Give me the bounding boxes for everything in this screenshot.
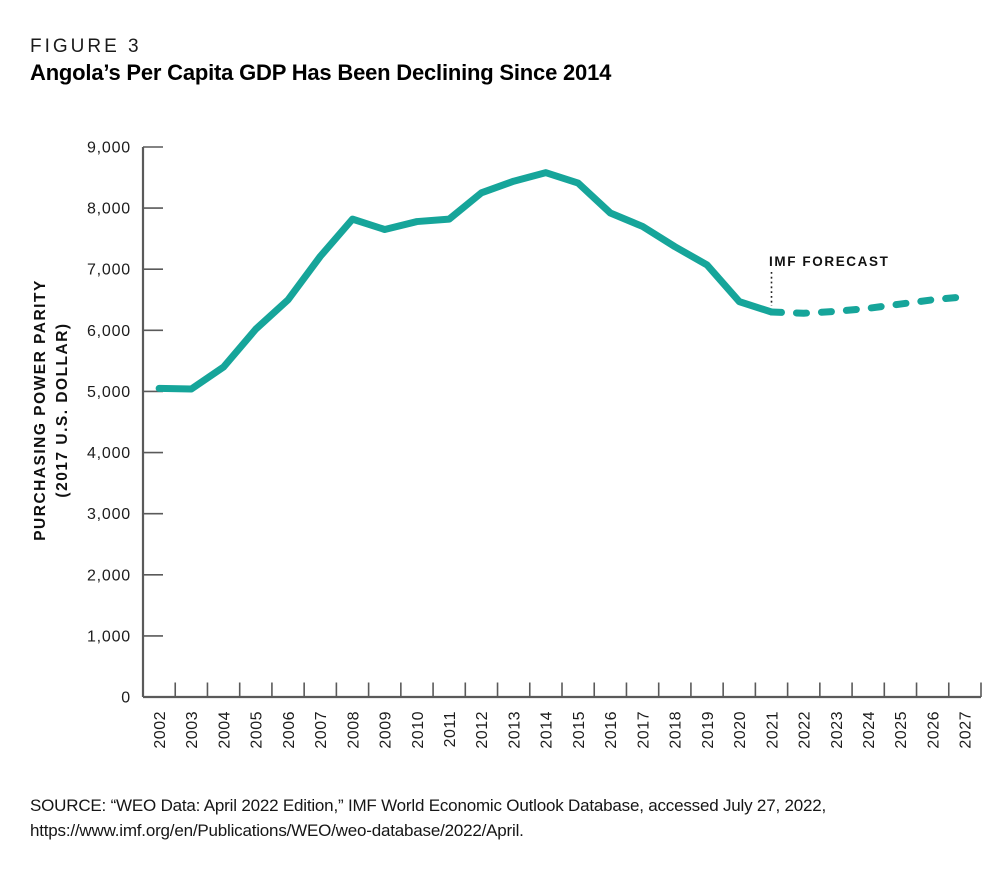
x-tick-label: 2010: [410, 711, 427, 749]
y-axis-title-line1: PURCHASING POWER PARITY: [32, 279, 49, 541]
x-tick-label: 2021: [764, 711, 781, 749]
x-tick-label: 2002: [152, 711, 169, 749]
source-note-line1: SOURCE: “WEO Data: April 2022 Edition,” …: [30, 796, 827, 815]
y-tick-label: 1,000: [87, 628, 131, 645]
x-tick-label: 2012: [474, 711, 491, 749]
y-tick-label: 9,000: [87, 140, 131, 157]
x-tick-label: 2027: [958, 711, 975, 749]
x-tick-label: 2013: [506, 711, 523, 749]
x-tick-label: 2011: [442, 711, 459, 747]
gdp-line-historical: [155, 169, 775, 393]
gdp-line-forecast-dashed: [768, 293, 969, 317]
x-tick-label: 2024: [861, 711, 878, 749]
y-axis-title-line2: (2017 U.S. DOLLAR): [54, 322, 71, 497]
forecast-annotation-label: IMF FORECAST: [769, 254, 889, 269]
x-tick-label: 2018: [668, 711, 685, 749]
x-tick-label: 2009: [378, 711, 395, 749]
x-tick-label: 2003: [184, 711, 201, 749]
y-tick-label: 8,000: [87, 201, 131, 218]
x-tick-label: 2004: [216, 711, 233, 749]
x-tick-label: 2017: [635, 711, 652, 749]
x-tick-label: 2016: [603, 711, 620, 749]
x-tick-label: 2008: [345, 711, 362, 749]
y-tick-label: 3,000: [87, 506, 131, 523]
x-tick-label: 2014: [539, 711, 556, 749]
y-tick-label: 0: [121, 690, 131, 707]
x-tick-label: 2022: [797, 711, 814, 749]
x-tick-label: 2007: [313, 711, 330, 749]
x-tick-label: 2006: [281, 711, 298, 749]
y-tick-label: 4,000: [87, 445, 131, 462]
x-tick-label: 2019: [700, 711, 717, 749]
source-note: SOURCE: “WEO Data: April 2022 Edition,” …: [30, 793, 930, 843]
source-note-line2: https://www.imf.org/en/Publications/WEO/…: [30, 821, 524, 840]
x-tick-label: 2023: [829, 711, 846, 749]
x-tick-label: 2026: [925, 711, 942, 749]
x-tick-label: 2005: [249, 711, 266, 749]
figure-title: Angola’s Per Capita GDP Has Been Declini…: [30, 60, 612, 85]
figure-label: FIGURE 3: [30, 36, 142, 57]
y-tick-label: 2,000: [87, 567, 131, 584]
x-tick-label: 2020: [732, 711, 749, 749]
x-tick-label: 2015: [571, 711, 588, 749]
x-tick-label: 2025: [893, 711, 910, 749]
y-tick-label: 6,000: [87, 323, 131, 340]
y-tick-label: 7,000: [87, 262, 131, 279]
y-tick-label: 5,000: [87, 384, 131, 401]
